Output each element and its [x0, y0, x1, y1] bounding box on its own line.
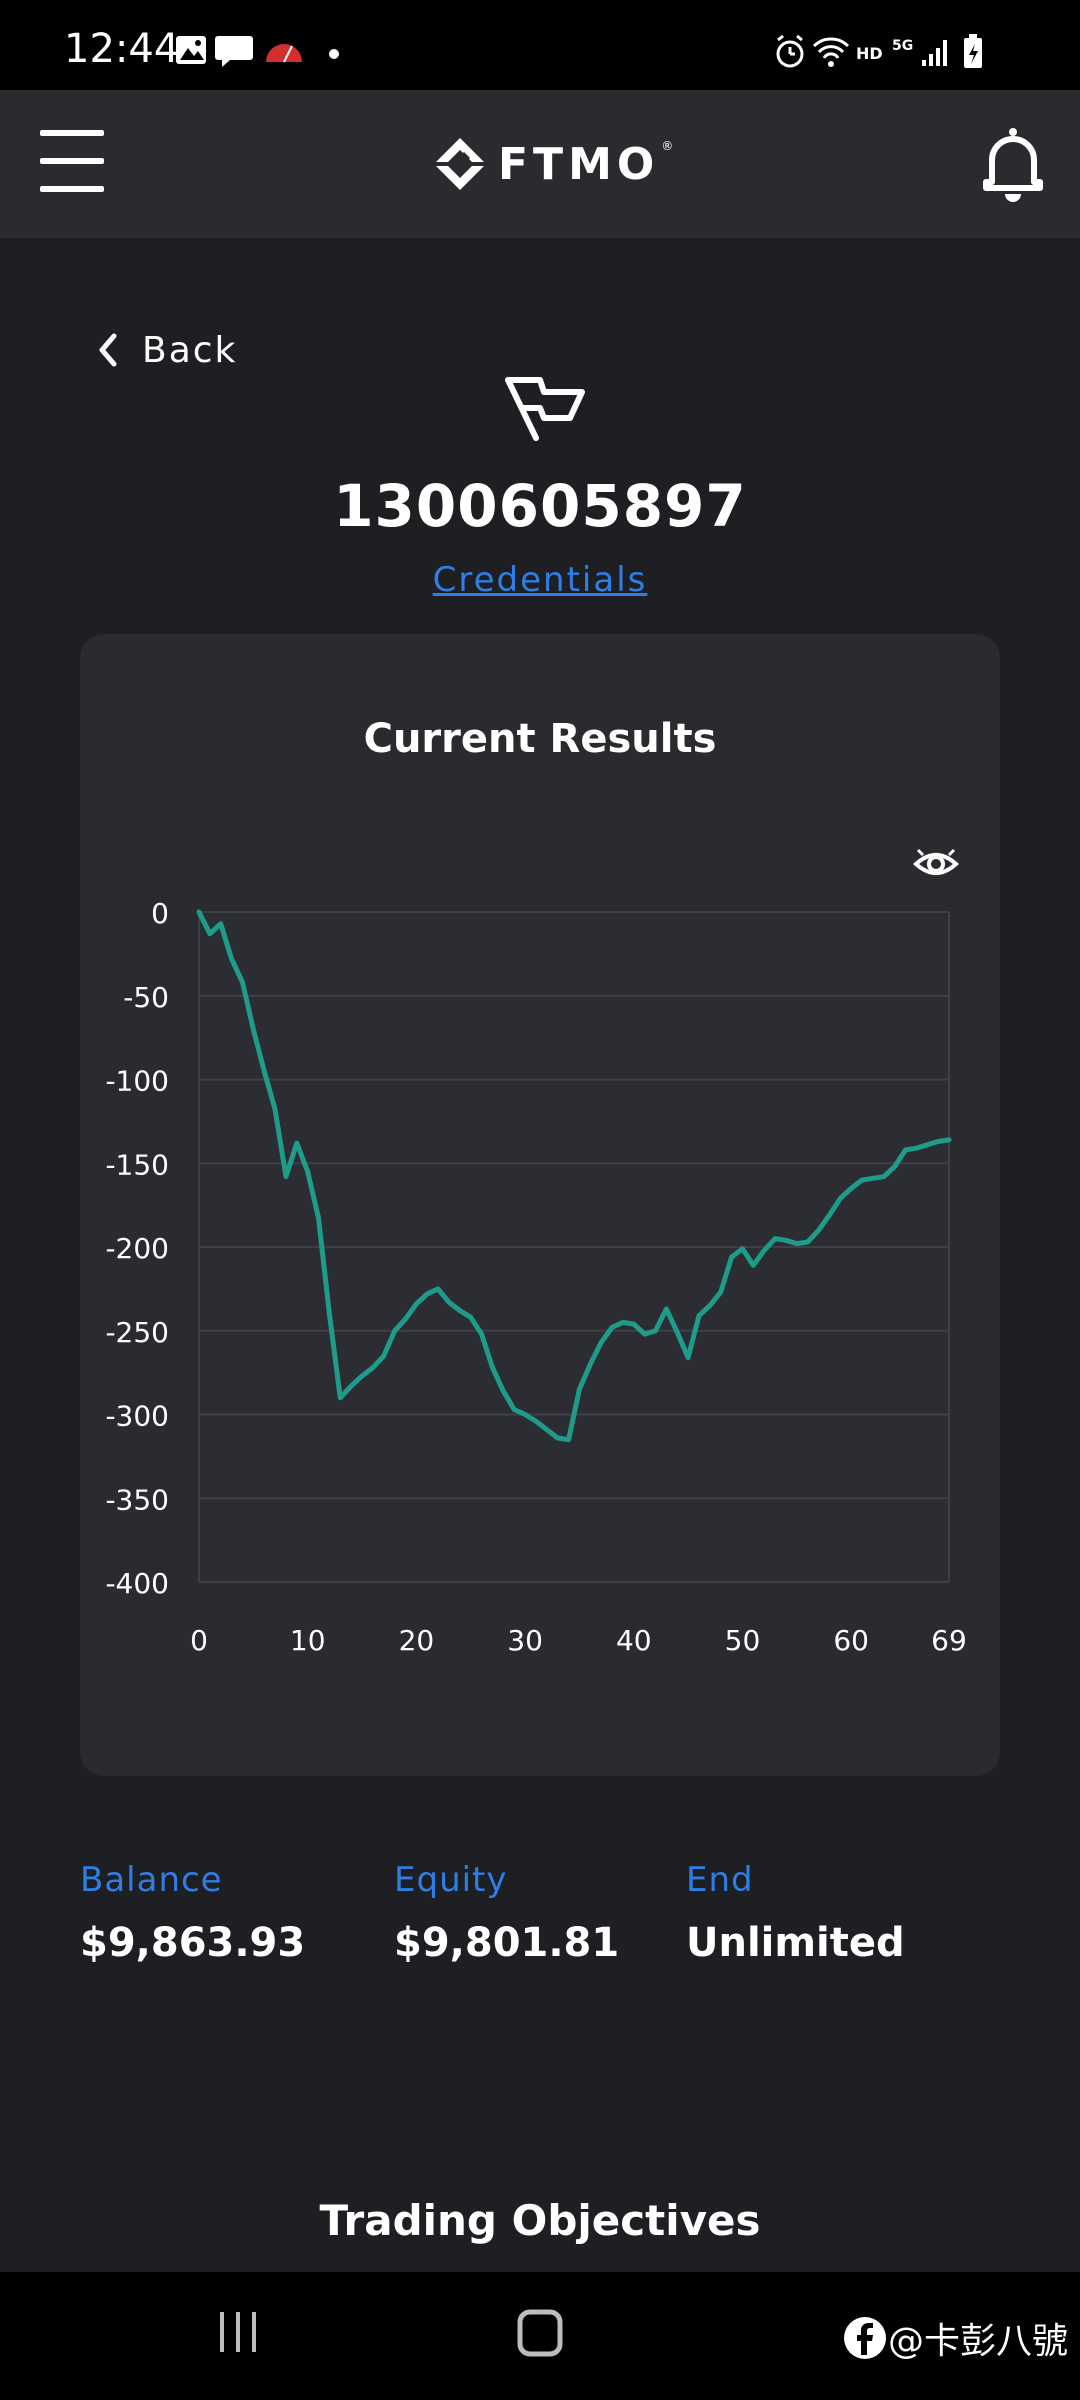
- account-stats: Balance $9,863.93 Equity $9,801.81 End U…: [80, 1860, 1000, 1980]
- app-bar: FTMO ®: [0, 90, 1080, 238]
- x-tick-label: 0: [190, 1624, 208, 1657]
- menu-bar-line: [40, 186, 104, 192]
- speedometer-icon: [266, 44, 302, 63]
- status-time: 12:44: [64, 26, 180, 72]
- end-stat: End Unlimited: [686, 1860, 905, 1966]
- battery-icon: [964, 34, 982, 68]
- balance-label: Balance: [80, 1860, 223, 1900]
- series-line: [196, 909, 952, 1443]
- menu-button[interactable]: [40, 130, 104, 200]
- y-tick-label: 0: [151, 897, 169, 930]
- watermark: @卡彭八號: [842, 2312, 1068, 2364]
- brand-logo[interactable]: FTMO ®: [432, 132, 673, 196]
- y-tick-label: -50: [123, 981, 169, 1014]
- account-number: 1300605897: [333, 472, 747, 540]
- brand-name: FTMO: [498, 138, 660, 190]
- menu-bar-line: [40, 130, 104, 136]
- 5g-icon: 5G: [892, 38, 913, 54]
- x-tick-label: 40: [616, 1624, 652, 1657]
- hd-icon: HD: [856, 44, 883, 63]
- y-tick-label: -250: [105, 1316, 169, 1349]
- image-icon: [176, 36, 206, 64]
- x-tick-label: 50: [725, 1624, 761, 1657]
- y-tick-label: -300: [105, 1400, 169, 1433]
- results-line-chart: 0 -50 -100 -150 -200 -250 -300 -350 -400 0 10 20 30 4…: [105, 897, 967, 1657]
- trading-objectives-heading: Trading Objectives: [319, 2196, 761, 2245]
- card-title: Current Results: [363, 716, 717, 762]
- chevron-left-icon: [99, 333, 117, 367]
- status-right-icons: HD 5G: [776, 34, 982, 68]
- message-icon: [215, 36, 253, 67]
- recent-apps-icon[interactable]: [214, 2308, 262, 2356]
- credentials-link[interactable]: Credentials: [432, 560, 648, 600]
- y-tick-label: -200: [105, 1232, 169, 1265]
- x-tick-label: 69: [931, 1624, 967, 1657]
- registered-mark: ®: [661, 139, 674, 153]
- wifi-icon: [812, 37, 850, 67]
- back-button[interactable]: Back: [96, 322, 237, 378]
- x-tick-label: 30: [507, 1624, 543, 1657]
- equity-value: $9,801.81: [394, 1920, 620, 1966]
- status-left-icons: [176, 36, 339, 67]
- watermark-text: @卡彭八號: [887, 2321, 1068, 2362]
- end-value: Unlimited: [686, 1920, 905, 1966]
- system-nav-bar: @卡彭八號: [0, 2272, 1080, 2400]
- notification-bell-icon[interactable]: [980, 126, 1046, 202]
- dot-icon: [329, 49, 339, 59]
- equity-label: Equity: [394, 1860, 508, 1900]
- menu-bar-line: [40, 158, 104, 164]
- results-card: Current Results 0 -50 -100 -150 -200 -250 -300…: [80, 634, 1000, 1776]
- balance-stat: Balance $9,863.93: [80, 1860, 305, 1966]
- equity-stat: Equity $9,801.81: [394, 1860, 619, 1966]
- end-label: End: [686, 1860, 754, 1900]
- hide-eye-icon[interactable]: [912, 844, 960, 884]
- home-icon[interactable]: [516, 2308, 564, 2360]
- flag-icon: [505, 377, 585, 441]
- balance-value: $9,863.93: [80, 1920, 306, 1966]
- y-tick-label: -400: [105, 1567, 169, 1600]
- x-tick-label: 20: [399, 1624, 435, 1657]
- back-label: Back: [142, 329, 238, 371]
- x-tick-label: 60: [833, 1624, 869, 1657]
- alarm-icon: [776, 34, 804, 68]
- status-bar: 12:44 HD 5G: [0, 0, 1080, 90]
- facebook-icon: [843, 2317, 886, 2359]
- x-tick-label: 10: [290, 1624, 326, 1657]
- y-tick-label: -100: [105, 1065, 169, 1098]
- signal-icon: [922, 40, 947, 66]
- y-tick-label: -350: [105, 1483, 169, 1516]
- y-tick-label: -150: [105, 1148, 169, 1181]
- ftmo-logo-icon: [436, 138, 484, 190]
